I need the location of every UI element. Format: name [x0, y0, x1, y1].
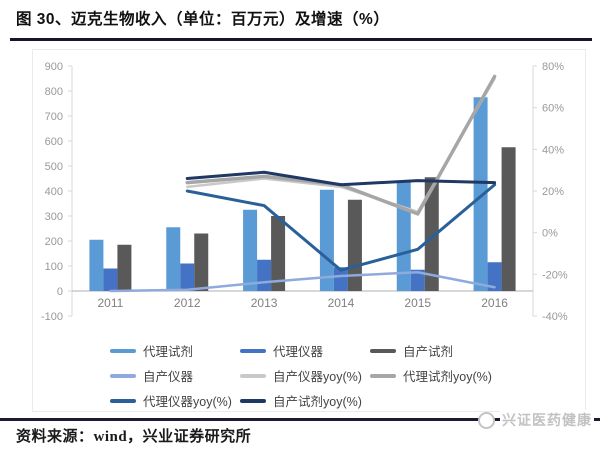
title-divider-line	[10, 38, 592, 41]
line-自产仪器yoy(%)	[186, 77, 496, 214]
source-note: 资料来源：wind，兴业证券研究所	[16, 429, 252, 445]
right-axis-tick-label: -20%	[542, 269, 568, 281]
right-axis-tick-label: 80%	[542, 61, 564, 73]
line-代理仪器yoy(%)	[185, 183, 497, 272]
left-axis-tick-label: 800	[45, 86, 63, 98]
x-axis-year-label: 2012	[174, 296, 201, 310]
x-axis-year-label: 2014	[328, 296, 355, 310]
left-axis-tick-label: -100	[41, 311, 63, 323]
x-axis-year-label: 2013	[251, 296, 278, 310]
left-axis-tick-label: 700	[45, 111, 63, 123]
left-axis-tick-label: 0	[57, 286, 63, 298]
bar-代理试剂	[243, 209, 258, 291]
legend-swatch	[240, 373, 266, 378]
bar-自产试剂	[117, 244, 132, 291]
line-代理试剂yoy(%)	[185, 74, 497, 216]
legend-item-自产仪器yoy(%): 自产仪器yoy(%)	[240, 366, 370, 385]
bar-代理仪器	[103, 268, 118, 291]
x-axis-year-label: 2011	[98, 296, 124, 310]
bar-代理试剂	[319, 189, 334, 291]
legend-item-自产仪器: 自产仪器	[110, 366, 240, 385]
bar-自产试剂	[271, 216, 286, 291]
left-axis-tick-label: 400	[45, 186, 63, 198]
bar-自产试剂	[501, 147, 516, 291]
footer-divider-line	[0, 418, 600, 421]
left-axis-tick-label: 600	[45, 136, 63, 148]
legend-swatch	[240, 398, 266, 403]
legend-item-自产试剂: 自产试剂	[370, 341, 500, 360]
bar-代理仪器	[257, 259, 272, 291]
left-axis-tick-label: 200	[45, 236, 63, 248]
legend-item-代理试剂: 代理试剂	[110, 341, 240, 360]
legend-label: 自产仪器yoy(%)	[273, 370, 362, 384]
right-axis-tick-label: 60%	[542, 103, 564, 115]
legend-label: 自产试剂	[403, 345, 454, 359]
bar-代理试剂	[166, 227, 181, 291]
bar-代理仪器	[410, 269, 425, 291]
chart-legend: 代理试剂 代理仪器 自产试剂自产仪器 自产仪器yoy(%) 代理试剂yoy(%) 代理仪器…	[110, 338, 580, 413]
left-axis-tick-label: 100	[45, 261, 63, 273]
legend-row: 代理仪器yoy(%) 自产试剂yoy(%)	[110, 388, 580, 413]
figure-title: 图 30、迈克生物收入（单位：百万元）及增速（%）	[16, 11, 390, 28]
legend-item-代理仪器: 代理仪器	[240, 341, 370, 360]
legend-label: 自产仪器	[143, 370, 194, 384]
axes: -100 0 100 200 300 400 500 600 700 800 900 -40% -20%…	[41, 61, 568, 323]
legend-swatch	[110, 373, 136, 378]
bar-代理试剂	[89, 239, 104, 291]
legend-item-代理试剂yoy(%): 代理试剂yoy(%)	[370, 366, 500, 385]
line-自产试剂yoy(%)	[185, 170, 497, 187]
x-axis-year-label: 2015	[404, 296, 431, 310]
bar-代理仪器	[180, 263, 195, 291]
bar-代理试剂	[473, 97, 488, 291]
left-axis-tick-label: 300	[45, 211, 63, 223]
legend-label: 代理试剂	[143, 345, 194, 359]
right-axis-tick-label: -40%	[542, 311, 568, 323]
legend-row: 自产仪器 自产仪器yoy(%) 代理试剂yoy(%)	[110, 363, 580, 388]
legend-row: 代理试剂 代理仪器 自产试剂	[110, 338, 580, 363]
bars-group	[89, 97, 516, 291]
bar-自产试剂	[347, 199, 362, 291]
bar-代理试剂	[396, 182, 411, 291]
right-axis-tick-label: 20%	[542, 186, 564, 198]
right-axis-tick-label: 40%	[542, 144, 564, 156]
legend-label: 代理仪器	[273, 345, 324, 359]
legend-label: 自产试剂yoy(%)	[273, 395, 362, 409]
left-axis-tick-label: 500	[45, 161, 63, 173]
bar-代理仪器	[487, 262, 502, 291]
right-axis-tick-label: 0%	[542, 228, 558, 240]
bar-自产试剂	[194, 233, 209, 291]
legend-swatch	[370, 348, 396, 353]
legend-swatch	[240, 348, 266, 353]
legend-swatch	[370, 373, 396, 378]
left-axis-tick-label: 900	[45, 61, 63, 73]
x-axis-year-label: 2016	[481, 296, 508, 310]
lines-group	[109, 74, 497, 293]
bar-自产试剂	[424, 177, 439, 291]
brand-logo-icon	[478, 411, 495, 429]
legend-swatch	[110, 398, 136, 403]
legend-label: 代理仪器yoy(%)	[143, 395, 232, 409]
brand-watermark: 兴证医药健康	[473, 410, 594, 430]
revenue-growth-combo-chart: -100 0 100 200 300 400 500 600 700 800 900 -40% -20%…	[41, 61, 568, 323]
legend-item-代理仪器yoy(%): 代理仪器yoy(%)	[110, 391, 240, 410]
brand-watermark-text: 兴证医药健康	[500, 410, 594, 430]
line-自产仪器	[109, 271, 496, 293]
legend-label: 代理试剂yoy(%)	[403, 370, 492, 384]
legend-item-自产试剂yoy(%): 自产试剂yoy(%)	[240, 391, 370, 410]
legend-swatch	[110, 348, 136, 353]
bar-代理仪器	[333, 267, 348, 291]
